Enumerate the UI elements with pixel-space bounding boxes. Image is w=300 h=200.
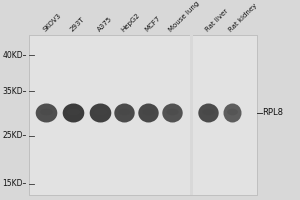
Ellipse shape	[36, 103, 57, 122]
Ellipse shape	[67, 109, 80, 115]
Text: HepG2: HepG2	[120, 12, 141, 33]
Text: 25KD–: 25KD–	[3, 132, 27, 140]
Text: Rat liver: Rat liver	[204, 8, 229, 33]
Ellipse shape	[40, 109, 53, 115]
Ellipse shape	[202, 109, 214, 115]
Text: Mouse lung: Mouse lung	[168, 0, 201, 33]
Bar	[190, 35, 193, 195]
Ellipse shape	[90, 103, 111, 122]
Text: RPL8: RPL8	[262, 108, 284, 117]
Text: 15KD–: 15KD–	[3, 180, 27, 188]
Ellipse shape	[94, 109, 107, 115]
Text: SKOV3: SKOV3	[42, 12, 63, 33]
Text: Rat kidney: Rat kidney	[228, 2, 259, 33]
Ellipse shape	[63, 103, 84, 122]
Text: MCF7: MCF7	[144, 15, 162, 33]
Text: A375: A375	[96, 16, 113, 33]
Text: 35KD–: 35KD–	[2, 86, 27, 96]
Ellipse shape	[227, 109, 238, 115]
Ellipse shape	[142, 109, 154, 115]
Bar	[28, 35, 256, 195]
Ellipse shape	[224, 103, 242, 122]
Ellipse shape	[167, 109, 178, 115]
Ellipse shape	[198, 103, 219, 122]
Ellipse shape	[114, 103, 135, 122]
Ellipse shape	[118, 109, 130, 115]
Ellipse shape	[162, 103, 183, 122]
Text: 293T: 293T	[69, 16, 86, 33]
Ellipse shape	[138, 103, 159, 122]
Text: 40KD–: 40KD–	[2, 50, 27, 60]
